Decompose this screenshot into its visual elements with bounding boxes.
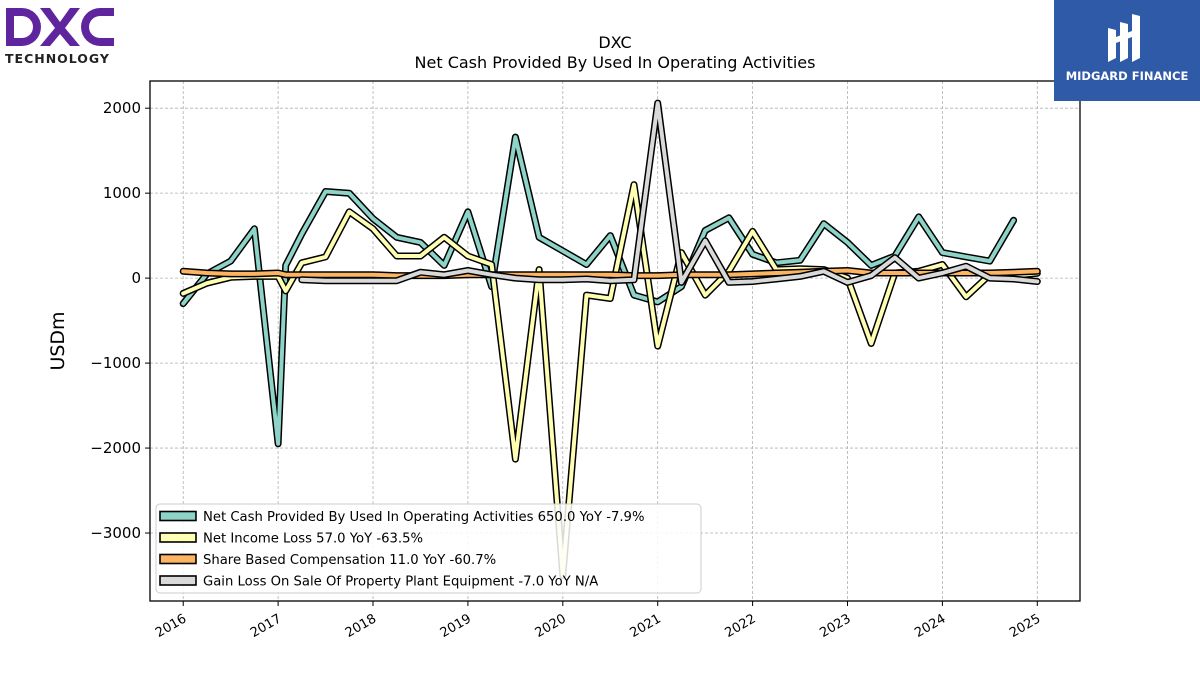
chart-subtitle: Net Cash Provided By Used In Operating A… bbox=[415, 53, 816, 72]
y-tick-label: 1000 bbox=[103, 184, 141, 202]
dxc-logo: TECHNOLOGY bbox=[4, 4, 116, 66]
series-line-2 bbox=[181, 182, 1040, 578]
series-line-3 bbox=[181, 268, 1040, 278]
x-tick-label: 2024 bbox=[912, 611, 948, 641]
y-tick-label: −2000 bbox=[90, 439, 141, 457]
plot-frame bbox=[149, 80, 1081, 602]
dxc-logo-mark bbox=[6, 8, 114, 46]
legend-box bbox=[155, 503, 702, 594]
legend-swatch-2 bbox=[159, 532, 197, 543]
dxc-logo-text: TECHNOLOGY bbox=[5, 51, 110, 66]
legend-label-4: Gain Loss On Sale Of Property Plant Equi… bbox=[203, 575, 598, 590]
midgard-logo-mark bbox=[1108, 14, 1140, 62]
legend: Net Cash Provided By Used In Operating A… bbox=[155, 503, 702, 594]
x-axis-ticks: 2016 2017 2018 2019 2020 2021 2022 2023 2024 2025 bbox=[153, 601, 1043, 641]
x-tick-label: 2018 bbox=[343, 611, 379, 641]
x-tick-label: 2023 bbox=[817, 611, 853, 641]
series-line-4 bbox=[299, 101, 1040, 285]
y-axis-ticks: 2000 1000 0 −1000 −2000 −3000 bbox=[90, 99, 150, 542]
x-tick-label: 2016 bbox=[153, 611, 189, 641]
series-line-1 bbox=[181, 135, 1016, 446]
y-tick-label: 2000 bbox=[103, 99, 141, 117]
y-tick-label: −3000 bbox=[90, 524, 141, 542]
legend-label-1: Net Cash Provided By Used In Operating A… bbox=[203, 510, 644, 525]
legend-swatch-1 bbox=[159, 510, 197, 522]
x-tick-label: 2022 bbox=[722, 611, 758, 641]
y-tick-label: 0 bbox=[131, 269, 141, 287]
x-tick-label: 2025 bbox=[1007, 611, 1043, 641]
y-axis-label: USDm bbox=[47, 311, 69, 370]
legend-swatch-3 bbox=[159, 553, 197, 565]
y-tick-label: −1000 bbox=[90, 354, 141, 372]
x-tick-label: 2020 bbox=[533, 611, 569, 641]
legend-label-3: Share Based Compensation 11.0 YoY -60.7% bbox=[203, 553, 496, 568]
x-tick-label: 2019 bbox=[438, 611, 474, 641]
x-tick-label: 2021 bbox=[628, 611, 664, 641]
legend-label-2: Net Income Loss 57.0 YoY -63.5% bbox=[203, 532, 423, 547]
series-layer bbox=[179, 99, 1041, 579]
legend-swatch-4 bbox=[159, 575, 197, 586]
x-tick-label: 2017 bbox=[248, 611, 284, 641]
chart-title: DXC bbox=[598, 33, 631, 52]
midgard-logo: MIDGARD FINANCE bbox=[1054, 0, 1200, 101]
midgard-logo-text: MIDGARD FINANCE bbox=[1065, 69, 1189, 83]
